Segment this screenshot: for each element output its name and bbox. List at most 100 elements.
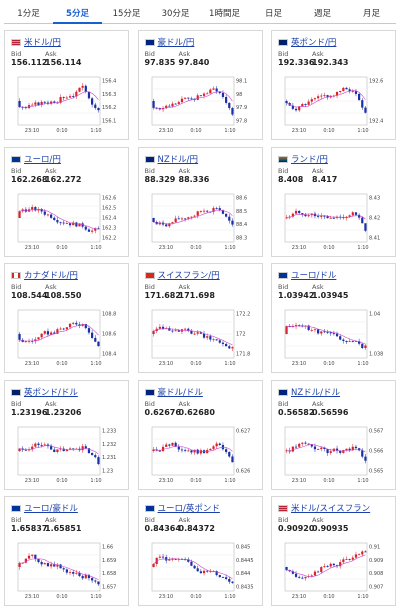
tab-timeframe-4[interactable]: 1時間足	[209, 9, 240, 19]
mini-candlestick-chart[interactable]: 98.1 98 97.9 97.8 23:10 0:10 1:10	[142, 75, 260, 137]
candle-body	[53, 101, 56, 103]
rate-card[interactable]: ユーロ/ドル Bid Ask 1.03942 1.03945 1.04 1.038 23:10…	[271, 263, 396, 373]
pair-link[interactable]: NZドル/ドル	[291, 387, 341, 398]
pair-link[interactable]: ユーロ/ドル	[291, 271, 337, 281]
rate-card[interactable]: NZドル/ドル Bid Ask 0.56582 0.56596 0.567 0.566 0.5…	[271, 379, 396, 490]
mini-candlestick-chart[interactable]: 192.6 192.4 23:10 0:10 1:10	[275, 75, 393, 137]
tab-timeframe-7[interactable]: 月足	[362, 9, 380, 19]
ask-value: 108.550	[45, 291, 82, 300]
rate-card[interactable]: 英ポンド/円 Bid Ask 192.336 192.343 192.6 192.4 23:1…	[271, 30, 396, 140]
candle-body	[161, 446, 164, 451]
mini-candlestick-chart[interactable]: 1.233 1.232 1.231 1.23 23:10 0:10 1:10	[8, 425, 126, 487]
mini-candlestick-chart[interactable]: 108.8 108.6 108.4 23:10 0:10 1:10	[8, 308, 126, 370]
candle-body	[183, 449, 186, 451]
pair-link[interactable]: カナダドル/円	[24, 271, 78, 281]
mini-candlestick-chart[interactable]: 172.2 172 171.8 23:10 0:10 1:10	[142, 308, 260, 370]
rate-card[interactable]: 豪ドル/円 Bid Ask 97.835 97.840 98.1 98 97.9 97.8 23:…	[137, 30, 263, 140]
candle-body	[183, 559, 186, 561]
candle-body	[34, 102, 37, 105]
rate-card[interactable]: ユーロ/円 Bid Ask 162.268 162.272 162.6 162.5 162.4…	[4, 146, 129, 257]
candle-body	[230, 108, 234, 115]
bid-value: 8.408	[278, 174, 304, 184]
pair-link[interactable]: 英ポンド/ドル	[24, 387, 78, 398]
rate-card[interactable]: スイスフラン/円 Bid Ask 171.682 171.698 172.2 172 171.…	[137, 263, 263, 373]
pair-link[interactable]: ユーロ/円	[24, 154, 61, 165]
rate-card[interactable]: NZドル/円 Bid Ask 88.329 88.336 88.6 88.5 88.4 88.3…	[137, 146, 263, 257]
candle-body	[364, 107, 367, 113]
rate-card[interactable]: 英ポンド/ドル Bid Ask 1.23196 1.23206 1.233 1.232 1.2…	[4, 379, 129, 490]
candle-body	[320, 567, 323, 573]
rate-card[interactable]: 米ドル/円 Bid Ask 156.112 156.114 156.4 156.3 156.2…	[4, 30, 129, 140]
candle-body	[304, 214, 307, 216]
tab-timeframe-2[interactable]: 15分足	[112, 9, 141, 19]
candle-body	[348, 559, 351, 560]
y-tick-label: 0.8435	[236, 585, 254, 591]
pair-link[interactable]: NZドル/円	[157, 154, 199, 165]
y-tick-label: 0.565	[369, 468, 383, 474]
ask-value: 88.336	[178, 174, 210, 184]
tab-timeframe-6[interactable]: 週足	[313, 9, 331, 19]
pair-link[interactable]: 米ドル/スイスフラン	[291, 504, 371, 514]
candle-body	[361, 217, 364, 223]
tab-timeframe-3[interactable]: 30分足	[161, 9, 190, 19]
pair-link[interactable]: ランド/円	[291, 154, 328, 165]
pair-link[interactable]: 豪ドル/ドル	[157, 387, 203, 398]
mini-candlestick-chart[interactable]: 0.91 0.909 0.908 0.907 23:10 0:10 1:10	[275, 541, 393, 603]
mini-candlestick-chart[interactable]: 88.6 88.5 88.4 88.3 23:10 0:10 1:10	[142, 192, 260, 254]
ask-label: Ask	[312, 166, 324, 175]
candle-body	[174, 442, 177, 447]
candle-body	[285, 449, 288, 451]
candle-body	[75, 572, 78, 574]
mini-candlestick-chart[interactable]: 1.66 1.659 1.658 1.657 23:10 0:10 1:10	[8, 541, 126, 603]
y-tick-label: 162.2	[102, 235, 116, 241]
y-tick-label: 108.4	[102, 352, 116, 358]
pair-link[interactable]: 豪ドル/円	[157, 38, 195, 48]
candle-body	[208, 89, 211, 94]
candle-body	[304, 442, 307, 444]
mini-candlestick-chart[interactable]: 156.4 156.3 156.2 156.1 23:10 0:10 1:10	[8, 75, 126, 137]
candle-body	[339, 336, 342, 340]
candle-body	[345, 448, 348, 450]
y-tick-label: 156.3	[102, 92, 116, 98]
candle-body	[364, 551, 367, 553]
candle-body	[342, 87, 345, 91]
mini-candlestick-chart[interactable]: 0.627 0.626 23:10 0:10 1:10	[142, 425, 260, 487]
pair-link[interactable]: 英ポンド/円	[291, 38, 337, 48]
candle-body	[68, 571, 72, 573]
rate-card[interactable]: ユーロ/豪ドル Bid Ask 1.65837 1.65851 1.66 1.659 1.65…	[4, 496, 129, 606]
bid-value: 108.544	[11, 291, 48, 300]
rate-card[interactable]: カナダドル/円 Bid Ask 108.544 108.550 108.8 108.6 108…	[4, 263, 129, 373]
tab-timeframe-5[interactable]: 日足	[264, 9, 282, 19]
candle-body	[164, 105, 167, 109]
y-tick-label: 172.2	[236, 312, 250, 318]
pair-link[interactable]: 米ドル/円	[24, 38, 61, 48]
rate-card[interactable]: 米ドル/スイスフラン Bid Ask 0.90920 0.90935 0.91 0.909 0…	[271, 496, 396, 606]
tab-timeframe-0[interactable]: 1分足	[17, 9, 40, 19]
moving-average-line	[286, 90, 366, 108]
rate-card[interactable]: 豪ドル/ドル Bid Ask 0.62676 0.62680 0.627 0.626 23:1…	[137, 379, 263, 490]
bid-label: Bid	[278, 166, 289, 175]
y-tick-label: 108.6	[102, 332, 116, 338]
mini-candlestick-chart[interactable]: 0.567 0.566 0.565 23:10 0:10 1:10	[275, 425, 393, 487]
candle-body	[199, 332, 202, 334]
y-tick-label: 1.657	[102, 585, 116, 591]
candle-body	[43, 444, 46, 445]
mini-candlestick-chart[interactable]: 8.43 8.42 8.41 23:10 0:10 1:10	[275, 192, 393, 254]
candle-body	[323, 95, 326, 96]
pair-link[interactable]: スイスフラン/円	[157, 271, 220, 281]
x-tick-label: 1:10	[357, 594, 368, 600]
candle-body	[211, 339, 215, 341]
eu-flag-icon	[278, 272, 288, 279]
tab-timeframe-1[interactable]: 5分足	[53, 4, 102, 24]
pair-link[interactable]: ユーロ/英ポンド	[157, 504, 220, 514]
mini-candlestick-chart[interactable]: 1.04 1.038 23:10 0:10 1:10	[275, 308, 393, 370]
candle-body	[158, 326, 161, 329]
rate-card[interactable]: ユーロ/英ポンド Bid Ask 0.84364 0.84372 0.845 0.8445 0…	[137, 496, 263, 606]
pair-link[interactable]: ユーロ/豪ドル	[24, 504, 78, 514]
candle-body	[298, 106, 301, 111]
rate-card[interactable]: ランド/円 Bid Ask 8.408 8.417 8.43 8.42 8.41 23:10 0:…	[271, 146, 396, 257]
mini-candlestick-chart[interactable]: 162.6 162.5 162.4 162.3 162.2 23:10 0:10 1:10	[8, 192, 126, 254]
candle-body	[24, 449, 27, 451]
mini-candlestick-chart[interactable]: 0.845 0.8445 0.844 0.8435 23:10 0:10 1:10	[142, 541, 260, 603]
candle-body	[227, 578, 230, 582]
